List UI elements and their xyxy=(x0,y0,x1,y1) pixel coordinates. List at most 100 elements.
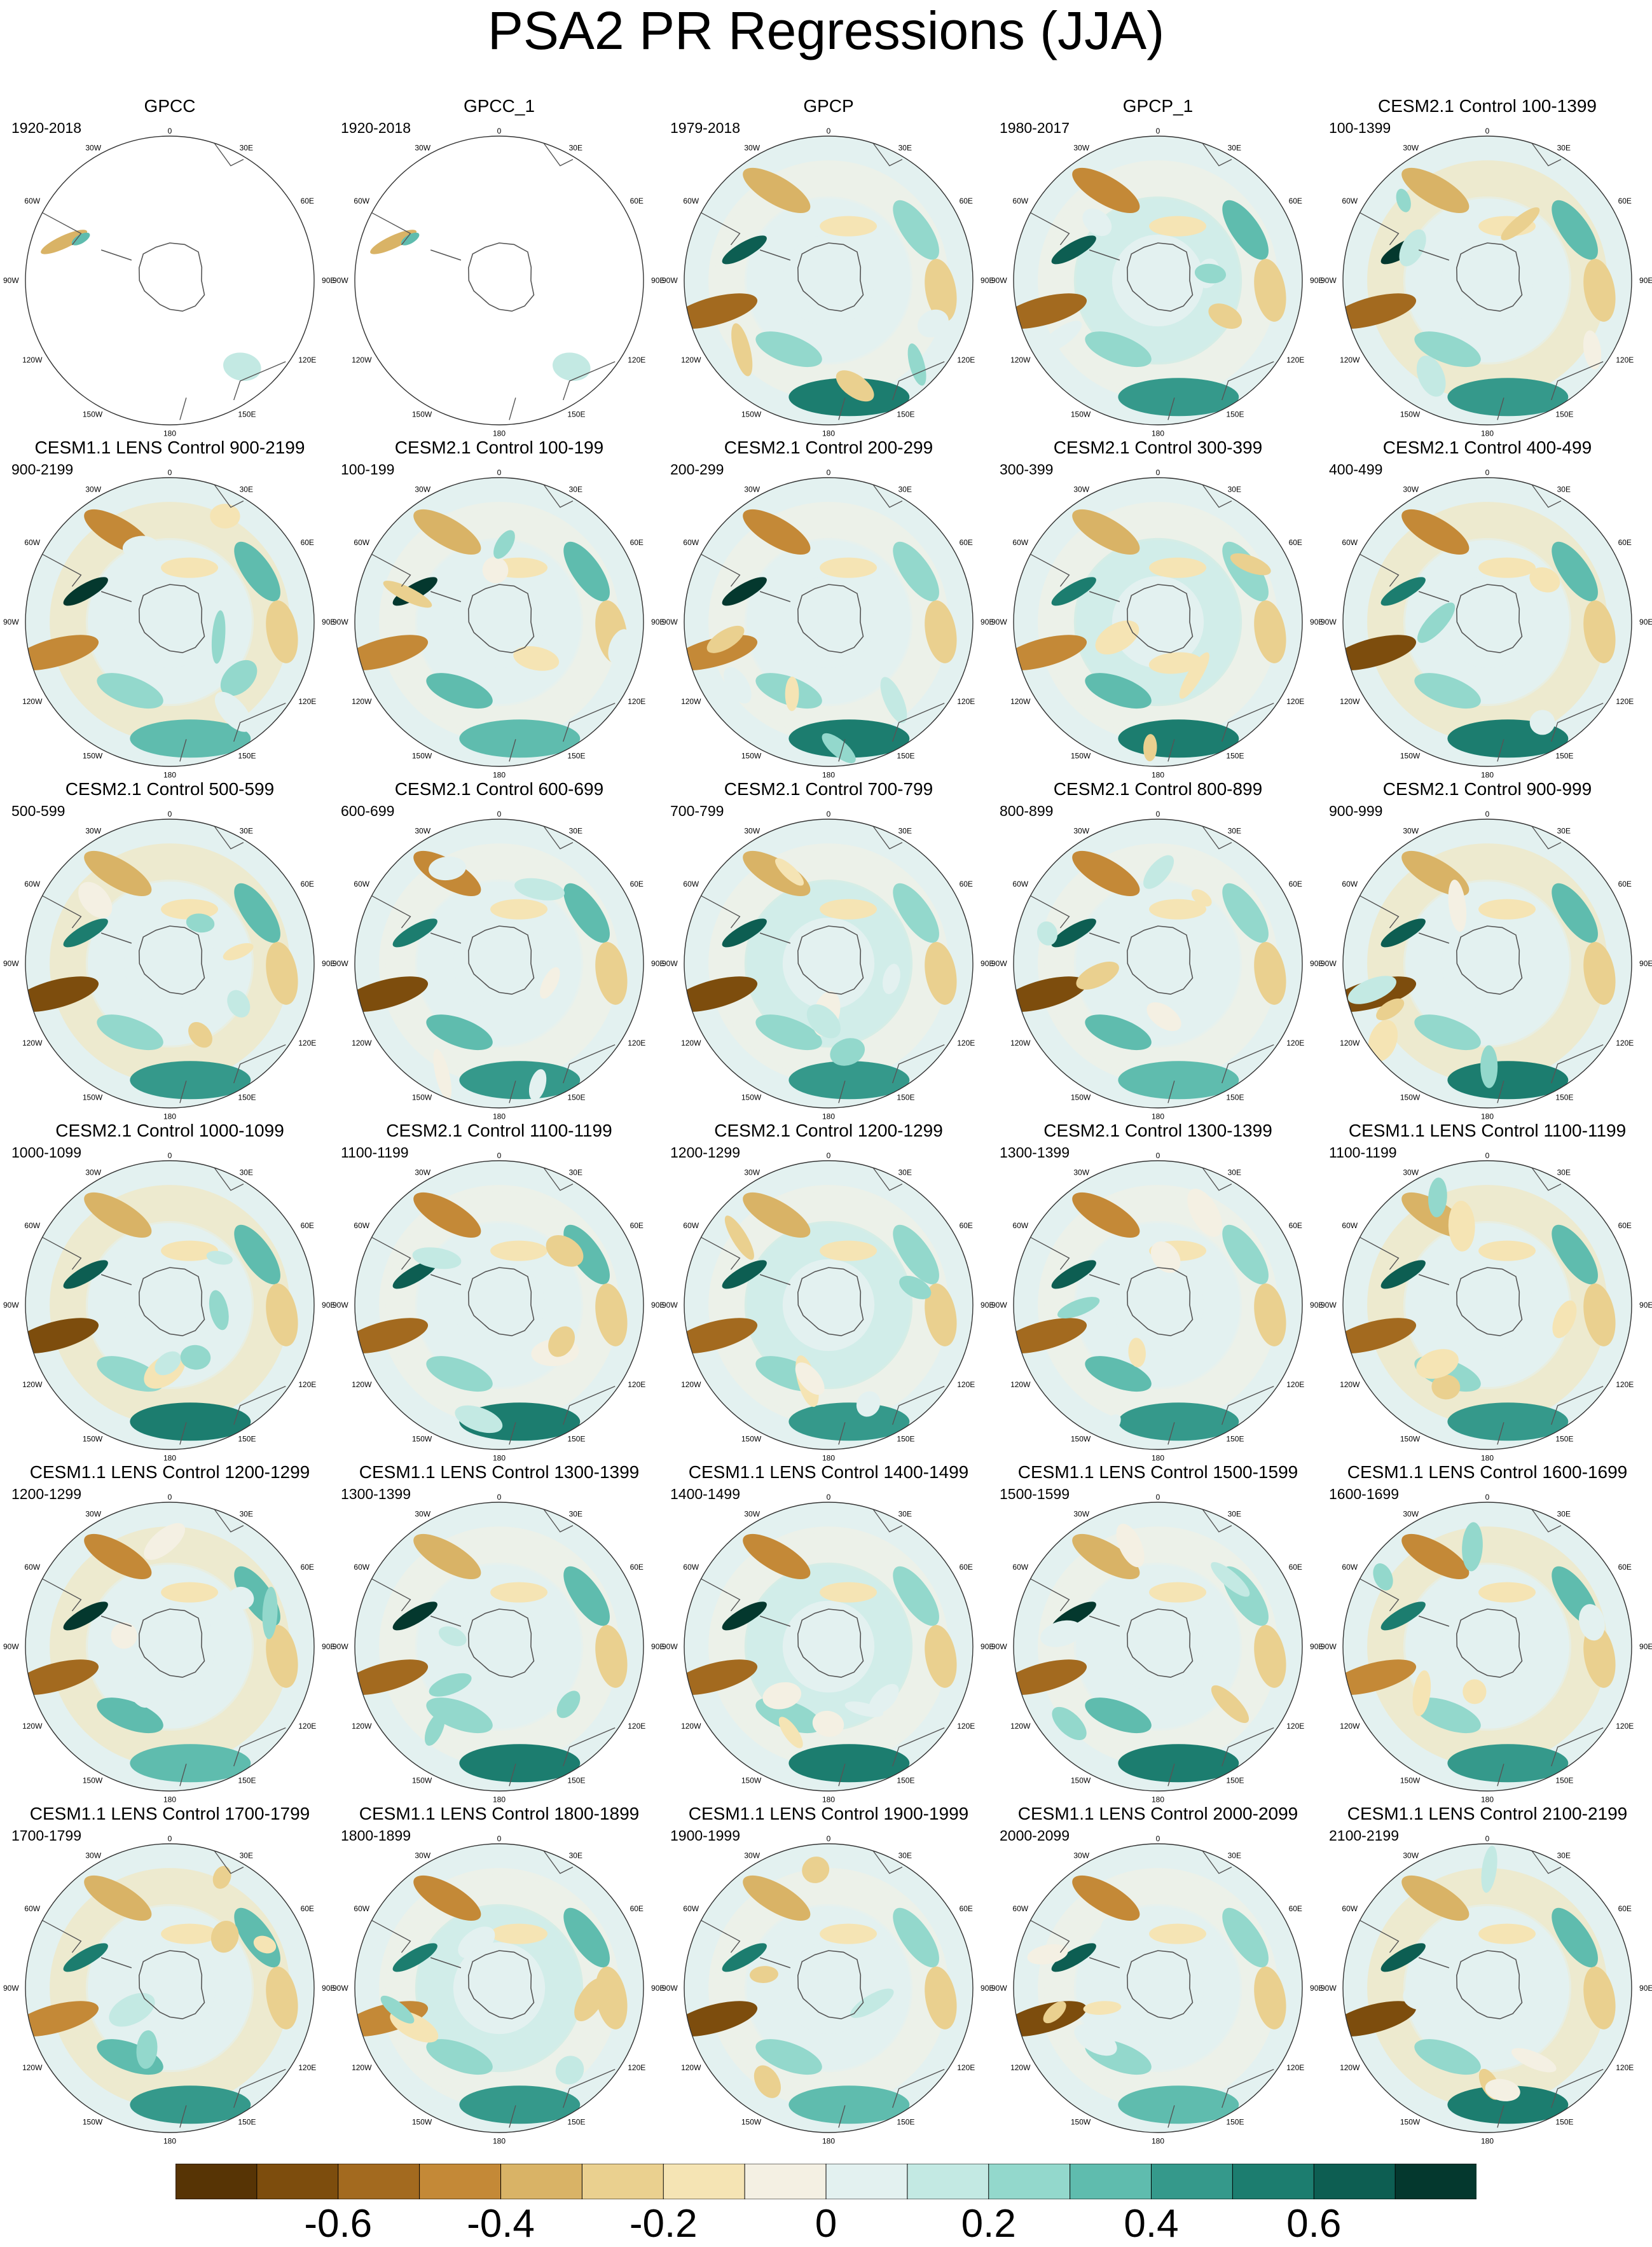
anomaly-contour-1 xyxy=(722,235,767,265)
longitude-label: 120E xyxy=(957,1039,975,1047)
longitude-label: 60E xyxy=(1618,880,1632,888)
anomaly-contour-8 xyxy=(1043,2001,1066,2024)
anomaly-contour-10 xyxy=(482,557,509,584)
anomaly-contour-4 xyxy=(563,541,610,602)
anomaly-ring-2 xyxy=(85,1562,254,1731)
south-america-coast xyxy=(1359,1236,1400,1270)
map-panel-grid: GPCC 0 30E 60E 90E 120E 150E 180 150W 120W 90W 60W 3… xyxy=(3,96,1652,2146)
anomaly-field xyxy=(370,142,616,420)
longitude-label: 150W xyxy=(412,751,432,760)
panel-title: CESM1.1 LENS Control 2000-2099 xyxy=(1017,1804,1298,1823)
anomaly-contour-10 xyxy=(1191,889,1212,907)
anomaly-contour-9 xyxy=(907,343,926,386)
map-panel: CESM1.1 LENS Control 2100-2199 0 30E 60E 90E… xyxy=(1321,1803,1652,2146)
anomaly-contour-2 xyxy=(743,1192,811,1238)
anomaly-contour-12 xyxy=(1529,567,1560,593)
anomaly-contour-0 xyxy=(684,2001,758,2037)
new-zealand-coast xyxy=(1167,398,1175,420)
panel-period: 1000-1099 xyxy=(11,1144,81,1161)
anomaly-contour-9 xyxy=(1036,921,1058,946)
anomaly-contour-11 xyxy=(1448,1200,1475,1252)
longitude-label: 120E xyxy=(298,1722,316,1731)
panel-period: 900-2199 xyxy=(11,461,74,478)
anomaly-contour-10 xyxy=(1485,2078,1520,2101)
anomaly-contour-3 xyxy=(788,378,910,417)
longitude-label: 150W xyxy=(83,751,103,760)
anomaly-contour-1 xyxy=(722,1601,767,1631)
anomaly-contour-3 xyxy=(1118,1402,1239,1441)
anomaly-contour-7 xyxy=(490,1923,548,1944)
longitude-label: 150W xyxy=(83,410,103,418)
longitude-label: 0 xyxy=(1485,810,1490,819)
anomaly-field xyxy=(1014,478,1302,766)
panel-period: 500-599 xyxy=(11,803,65,819)
anomaly-ring-2 xyxy=(415,1562,584,1731)
longitude-label: 30E xyxy=(240,1851,253,1860)
panel-title: CESM2.1 Control 1100-1199 xyxy=(386,1121,612,1140)
new-zealand-coast xyxy=(1497,739,1504,762)
africa-coast xyxy=(1202,1167,1232,1191)
anomaly-contour-11 xyxy=(1057,1297,1100,1319)
polar-map: 0 30E 60E 90E 120E 150E 180 150W 120W 90W 60W 30W xyxy=(3,127,335,438)
anomaly-ring-2 xyxy=(744,1220,913,1390)
anomaly-contour-12 xyxy=(850,237,904,261)
longitude-label: 60E xyxy=(630,197,644,205)
anomaly-contour-1 xyxy=(1051,235,1096,265)
longitude-label: 60W xyxy=(683,1563,699,1572)
anomaly-contour-7 xyxy=(161,557,219,578)
anomaly-ring-2 xyxy=(744,537,913,707)
map-border xyxy=(354,819,644,1109)
anomaly-contour-9 xyxy=(1187,1189,1223,1237)
panel-period: 1100-1199 xyxy=(341,1144,409,1161)
new-zealand-coast xyxy=(838,1081,846,1103)
anomaly-contour-7 xyxy=(820,1582,878,1603)
anomaly-contour-8 xyxy=(1179,652,1209,699)
longitude-label: 180 xyxy=(822,771,835,780)
anomaly-field xyxy=(684,1502,973,1791)
antarctica-coastline xyxy=(467,1608,535,1678)
panel-title: CESM2.1 Control 800-899 xyxy=(1053,779,1263,799)
longitude-label: 30W xyxy=(85,1510,101,1519)
anomaly-contour-3 xyxy=(1118,378,1239,417)
longitude-label: 30W xyxy=(744,1851,760,1860)
longitude-label: 150W xyxy=(741,1776,762,1785)
new-zealand-coast xyxy=(1497,398,1504,420)
anomaly-contour-10 xyxy=(1150,1241,1181,1273)
anomaly-contour-11 xyxy=(778,1717,803,1748)
anomaly-contour-1 xyxy=(63,918,108,948)
panel-period: 1920-2018 xyxy=(11,120,81,136)
longitude-label: 30E xyxy=(1228,1168,1241,1177)
longitude-label: 90W xyxy=(1321,1301,1337,1310)
longitude-label: 30E xyxy=(1228,485,1241,494)
longitude-label: 90E xyxy=(1310,1984,1323,1993)
polar-map: 0 30E 60E 90E 120E 150E 180 150W 120W 90W 60W 30W xyxy=(333,1834,664,2146)
panel-title: CESM1.1 LENS Control 1200-1299 xyxy=(29,1462,310,1482)
panel-period: 100-1399 xyxy=(1329,120,1391,136)
panel-title: CESM2.1 Control 200-299 xyxy=(724,438,933,457)
longitude-label: 60W xyxy=(24,1904,40,1913)
longitude-label: 120E xyxy=(1616,2063,1634,2072)
south-america-coast xyxy=(1030,212,1070,245)
longitude-label: 30W xyxy=(1073,1168,1089,1177)
anomaly-field xyxy=(41,142,286,420)
longitude-label: 180 xyxy=(1481,1454,1494,1463)
new-zealand-coast xyxy=(1167,1081,1175,1103)
anomaly-contour-0 xyxy=(1014,1659,1087,1696)
panel-title: CESM1.1 LENS Control 900-2199 xyxy=(34,438,305,457)
antarctica-coastline xyxy=(797,242,864,312)
anomaly-contour-11 xyxy=(556,1690,581,1718)
panel-period: 800-899 xyxy=(1000,803,1054,819)
anomaly-field xyxy=(355,1844,644,2133)
anomaly-contour-5 xyxy=(595,942,628,1005)
anomaly-contour-5 xyxy=(266,942,298,1005)
anomaly-contour-3 xyxy=(788,1402,910,1441)
anomaly-contour-0 xyxy=(1343,293,1417,329)
australia-coast xyxy=(1222,1727,1274,1767)
panel-period: 1980-2017 xyxy=(1000,120,1070,136)
anomaly-contour-11 xyxy=(186,913,215,933)
anomaly-contour-8 xyxy=(762,1682,802,1710)
anomaly-contour-3 xyxy=(459,2085,581,2124)
anomaly-contour-4 xyxy=(563,883,610,943)
anomaly-contour-5 xyxy=(1583,600,1616,663)
longitude-label: 90E xyxy=(1639,959,1652,968)
